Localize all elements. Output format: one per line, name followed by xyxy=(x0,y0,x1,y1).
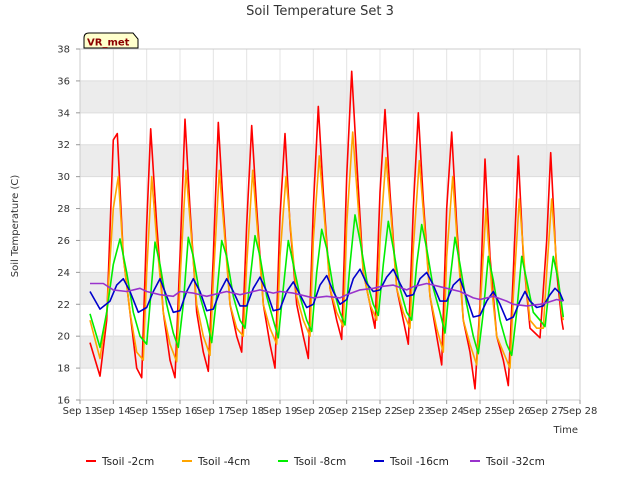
x-tick-label: Sep 27 xyxy=(529,406,564,417)
legend-label: Tsoil -4cm xyxy=(197,456,250,468)
x-tick-label: Sep 20 xyxy=(296,406,331,417)
series-line-tsoil-32cm xyxy=(90,282,564,307)
x-tick-label: Sep 26 xyxy=(496,406,531,417)
background-band xyxy=(80,208,580,241)
x-tick-label: Sep 25 xyxy=(463,406,498,417)
y-tick-label: 22 xyxy=(57,300,70,311)
background-band xyxy=(80,144,580,177)
background-band xyxy=(80,80,580,113)
x-tick-label: Sep 24 xyxy=(429,406,464,417)
y-tick-label: 34 xyxy=(57,108,70,119)
y-tick-label: 16 xyxy=(57,396,70,407)
legend-label: Tsoil -16cm xyxy=(389,456,449,468)
station-badge: VR_met xyxy=(83,32,139,49)
y-tick-label: 24 xyxy=(57,268,70,279)
y-tick-label: 18 xyxy=(57,364,70,375)
y-tick-label: 20 xyxy=(57,332,70,343)
series-line-tsoil-8cm xyxy=(89,214,565,357)
y-tick-label: 30 xyxy=(57,172,70,183)
x-tick-label: Sep 22 xyxy=(363,406,398,417)
x-tick-label: Sep 21 xyxy=(329,406,364,417)
series-layer xyxy=(89,70,565,390)
chart-title: Soil Temperature Set 3 xyxy=(246,4,394,19)
station-badge-box xyxy=(83,32,139,49)
y-tick-label: 36 xyxy=(57,76,70,87)
y-axis-title: Soil Temperature (C) xyxy=(10,175,21,278)
legend-label: Tsoil -32cm xyxy=(485,456,545,468)
y-tick-label: 26 xyxy=(57,236,70,247)
y-tick-label: 28 xyxy=(57,204,70,215)
station-badge-label: VR_met xyxy=(87,38,130,49)
x-tick-label: Sep 17 xyxy=(196,406,231,417)
x-tick-label: Sep 14 xyxy=(96,406,131,417)
x-tick-label: Sep 19 xyxy=(263,406,298,417)
y-tick-label: 32 xyxy=(57,140,70,151)
background-bands xyxy=(80,49,580,400)
x-axis-title: Time xyxy=(553,425,578,436)
x-tick-label: Sep 18 xyxy=(229,406,264,417)
x-tick-label: Sep 23 xyxy=(396,406,431,417)
background-band xyxy=(80,336,580,369)
y-tick-label: 38 xyxy=(57,45,70,56)
x-tick-label: Sep 28 xyxy=(563,406,598,417)
x-tick-label: Sep 16 xyxy=(163,406,198,417)
legend-label: Tsoil -2cm xyxy=(101,456,154,468)
legend-label: Tsoil -8cm xyxy=(293,456,346,468)
x-tick-label: Sep 13 xyxy=(63,406,98,417)
legend: Tsoil -2cm Tsoil -4cm Tsoil -8cm Tsoil -16c… xyxy=(86,456,545,468)
y-axis-ticks: 16 18 20 22 24 26 28 30 32 34 36 38 xyxy=(57,45,80,407)
series-line-tsoil-4cm xyxy=(89,131,565,369)
plot-frame xyxy=(79,48,581,401)
x-tick-label: Sep 15 xyxy=(129,406,164,417)
